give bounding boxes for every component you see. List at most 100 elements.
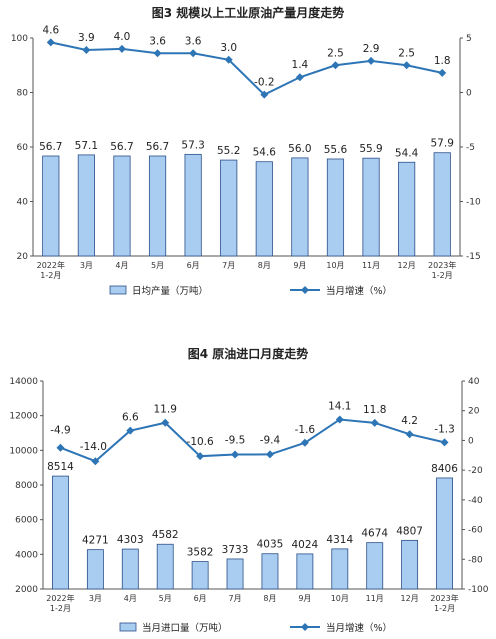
bar-value-label: 56.7	[110, 141, 133, 153]
y-left-tick-label: 100	[11, 34, 28, 44]
y-right-tick-label: 20	[468, 407, 480, 417]
growth-value-label: 1.8	[434, 55, 451, 67]
bar-value-label: 56.7	[146, 141, 169, 153]
growth-point	[46, 38, 55, 47]
bar-value-label: 4314	[326, 534, 353, 546]
growth-value-label: -14.0	[80, 441, 107, 453]
bar-value-label: 57.1	[75, 140, 98, 152]
x-tick-label: 10月	[331, 594, 349, 603]
bar-value-label: 3582	[187, 547, 214, 559]
growth-point	[82, 45, 91, 54]
bar	[52, 475, 69, 590]
y-left-tick-label: 4000	[15, 550, 38, 560]
bar-value-label: 4807	[396, 525, 423, 537]
chart-crude-oil-import: 图4 原油进口月度走势 2000 4000 6000 8000 10000 12000 140…	[9, 346, 488, 634]
bar	[86, 549, 104, 590]
x-tick-label: 7月	[222, 261, 235, 270]
bar	[436, 477, 453, 590]
y-left-tick-label: 6000	[15, 516, 38, 526]
bar-value-label: 4271	[82, 535, 109, 547]
growth-point	[438, 68, 447, 77]
growth-point	[440, 438, 449, 447]
legend-line-label: 当月增速（%）	[326, 285, 392, 297]
growth-line	[50, 41, 443, 96]
growth-value-label: 2.9	[363, 43, 380, 55]
growth-value-label: -10.6	[187, 436, 214, 448]
x-tick-label: 7月	[228, 594, 241, 603]
bar-value-label: 54.4	[395, 147, 419, 159]
x-tick-label: 9月	[293, 261, 306, 270]
bar	[398, 161, 416, 257]
bar	[255, 161, 273, 257]
x-tick-label: 8月	[263, 594, 276, 603]
bar-value-label: 4674	[361, 528, 388, 540]
x-tick-label: 3月	[89, 594, 102, 603]
x-tick-label: 3月	[80, 261, 93, 270]
bar	[113, 155, 131, 257]
growth-value-label: -0.2	[254, 77, 275, 89]
y-left-tick-label: 40	[17, 198, 29, 208]
x-tick-label: 5月	[159, 594, 172, 603]
growth-point	[153, 49, 162, 58]
bar	[366, 542, 384, 590]
y-left-tick-label: 60	[17, 143, 29, 153]
x-tick-label: 11月	[366, 594, 384, 603]
bar-value-label: 4303	[117, 534, 144, 546]
bar-value-label: 4035	[257, 539, 284, 551]
growth-point	[335, 415, 344, 424]
growth-point	[224, 55, 233, 64]
growth-value-label: 6.6	[122, 412, 139, 424]
y-right-tick-label: -15	[466, 252, 481, 262]
bar	[156, 543, 174, 590]
bar	[121, 548, 139, 590]
growth-point	[161, 418, 170, 427]
growth-value-label: 3.9	[78, 32, 95, 44]
y-right-tick-label: -20	[468, 466, 483, 476]
growth-point	[56, 443, 65, 452]
bar-value-label: 56.0	[288, 143, 311, 155]
bar	[362, 157, 380, 257]
growth-value-label: 4.0	[114, 31, 131, 43]
chart-crude-oil-production: 图3 规模以上工业原油产量月度走势 20 40 60 80 100 -15 -10 -5 0 5 20…	[11, 5, 481, 297]
bar	[296, 553, 314, 590]
bar	[148, 155, 167, 257]
growth-value-label: 11.9	[154, 404, 177, 416]
bar-value-label: 55.2	[217, 145, 240, 157]
growth-value-label: 3.6	[149, 35, 166, 47]
legend-line-marker	[301, 623, 309, 631]
growth-value-label: -4.9	[50, 425, 71, 437]
growth-point	[367, 56, 376, 65]
y-right-tick-label: -100	[468, 585, 489, 595]
y-left-tick-label: 2000	[15, 585, 38, 595]
x-tick-label: 2023年 1-2月	[430, 593, 458, 613]
bar-value-label: 8406	[431, 463, 458, 475]
growth-point	[370, 418, 379, 427]
growth-point	[402, 61, 411, 70]
y-right-tick-label: 0	[466, 89, 472, 99]
bar	[331, 548, 349, 590]
x-tick-label: 6月	[187, 261, 200, 270]
x-tick-label: 11月	[362, 261, 380, 270]
bar	[326, 158, 345, 257]
growth-point	[331, 61, 340, 70]
bar	[42, 155, 60, 257]
bar-value-label: 56.7	[39, 141, 62, 153]
growth-value-label: -9.5	[225, 435, 246, 447]
growth-value-label: -9.4	[260, 434, 281, 446]
growth-point	[260, 90, 269, 99]
growth-value-label: 4.2	[401, 415, 418, 427]
x-tick-label: 9月	[298, 594, 311, 603]
chart-title: 图3 规模以上工业原油产量月度走势	[152, 5, 345, 20]
growth-value-label: 3.6	[185, 35, 202, 47]
bar	[291, 157, 309, 257]
bar	[433, 152, 451, 257]
x-tick-label: 4月	[124, 594, 137, 603]
growth-line	[60, 418, 445, 463]
y-right-tick-label: 0	[468, 436, 474, 446]
bar-value-label: 3733	[222, 544, 249, 556]
x-tick-label: 4月	[115, 261, 128, 270]
growth-value-label: 3.0	[220, 42, 237, 54]
growth-value-label: -1.3	[434, 423, 455, 435]
growth-point	[231, 450, 240, 459]
